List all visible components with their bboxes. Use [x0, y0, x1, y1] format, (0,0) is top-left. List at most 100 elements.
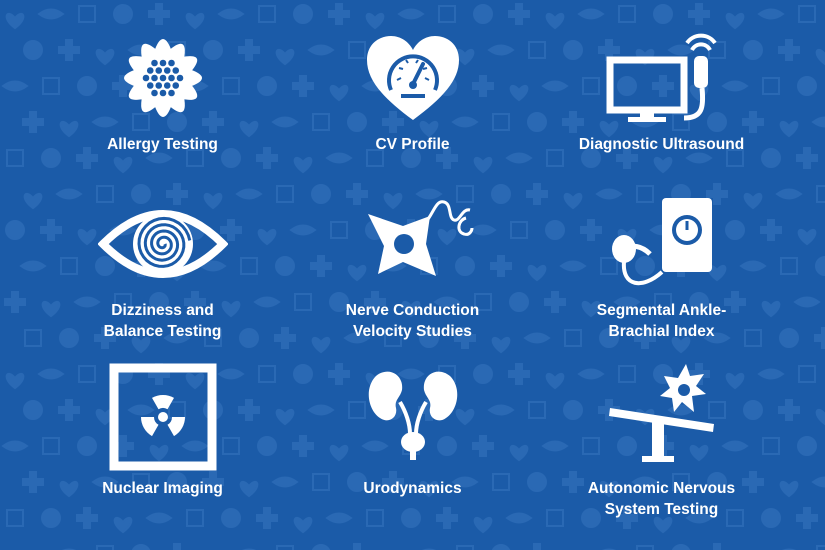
pattern-icon	[456, 185, 474, 203]
pattern-icon	[186, 509, 204, 527]
pattern-icon	[202, 471, 224, 493]
pattern-icon	[582, 77, 600, 95]
pattern-icon	[382, 111, 404, 133]
pattern-icon	[454, 256, 476, 276]
pattern-icon	[271, 476, 299, 488]
pattern-icon	[631, 476, 659, 488]
pollen-flower-icon	[123, 39, 202, 117]
pattern-icon	[258, 5, 276, 23]
pattern-icon	[636, 185, 654, 203]
pattern-icon	[289, 224, 317, 236]
pattern-icon	[472, 364, 494, 384]
pattern-icon	[541, 440, 569, 452]
pattern-icon	[811, 116, 825, 128]
pattern-icon	[762, 437, 780, 455]
pattern-icon	[545, 12, 565, 30]
pattern-icon	[743, 192, 763, 210]
pattern-icon	[508, 3, 530, 25]
pattern-icon	[113, 516, 133, 534]
pattern-icon	[562, 40, 584, 60]
pattern-icon	[761, 300, 781, 318]
pattern-icon	[726, 509, 744, 527]
pattern-icon	[148, 292, 170, 312]
pattern-icon	[433, 296, 461, 308]
pattern-icon	[472, 75, 494, 97]
pattern-icon	[186, 149, 204, 167]
pattern-icon	[1, 80, 29, 92]
pattern-icon	[55, 188, 83, 200]
pattern-icon	[816, 185, 825, 203]
pattern-icon	[293, 516, 313, 534]
pattern-icon	[724, 220, 746, 240]
pattern-icon	[798, 5, 816, 23]
pattern-icon	[40, 148, 62, 168]
pattern-icon	[491, 544, 511, 550]
pattern-icon	[325, 512, 353, 524]
pattern-icon	[19, 260, 47, 272]
pattern-icon	[725, 12, 745, 30]
pattern-icon	[131, 544, 151, 550]
pattern-icon	[653, 156, 673, 174]
pattern-icon	[59, 480, 79, 498]
pattern-icon	[329, 444, 349, 462]
pattern-icon	[487, 404, 515, 416]
pattern-icon	[24, 329, 42, 347]
pattern-icon	[581, 300, 601, 318]
pattern-icon	[779, 480, 799, 498]
pattern-icon	[42, 437, 60, 455]
pattern-icon	[613, 296, 641, 308]
pattern-icon	[796, 147, 818, 169]
pattern-icon	[706, 112, 728, 132]
pattern-icon	[455, 48, 475, 66]
pattern-icon	[328, 292, 350, 312]
pattern-icon	[559, 260, 587, 272]
pattern-icon	[114, 293, 132, 311]
pattern-icon	[132, 473, 150, 491]
pattern-icon	[239, 120, 259, 138]
pattern-icon	[739, 260, 767, 272]
pattern-icon	[238, 399, 260, 421]
pattern-icon	[599, 120, 619, 138]
pattern-icon	[59, 120, 79, 138]
tilt-table-neuron-icon	[608, 364, 714, 462]
pattern-icon	[616, 76, 638, 96]
pattern-icon	[796, 436, 818, 456]
pattern-icon	[40, 219, 62, 241]
pattern-icon	[220, 148, 242, 168]
pattern-icon	[256, 147, 278, 169]
pattern-icon	[724, 291, 746, 313]
pattern-icon	[293, 156, 313, 174]
pattern-icon	[793, 296, 821, 308]
pattern-icon	[636, 545, 654, 550]
pattern-icon	[4, 291, 26, 313]
pattern-icon	[706, 183, 728, 205]
pattern-icon	[235, 188, 263, 200]
spiral-eye-icon	[97, 210, 228, 278]
pattern-icon	[240, 257, 258, 275]
pattern-icon	[546, 149, 564, 167]
pattern-icon	[365, 12, 385, 30]
service-label: Nerve Conduction Velocity Studies	[345, 302, 480, 340]
pattern-icon	[307, 44, 335, 56]
service-allergy-testing: Allergy Testing	[25, 28, 300, 155]
pattern-icon	[509, 444, 529, 462]
pattern-icon	[222, 437, 240, 455]
pattern-icon	[492, 473, 510, 491]
pattern-icon	[77, 228, 97, 246]
pattern-icon	[6, 149, 24, 167]
pattern-icon	[42, 77, 60, 95]
pattern-icon	[112, 4, 134, 24]
pattern-icon	[239, 480, 259, 498]
pattern-icon	[492, 113, 510, 131]
pattern-icon	[595, 188, 623, 200]
pattern-icon	[271, 116, 299, 128]
pattern-icon	[5, 372, 25, 390]
pattern-icon	[757, 8, 785, 20]
pattern-icon	[474, 293, 492, 311]
pattern-icon	[184, 291, 206, 313]
pattern-icon	[796, 76, 818, 96]
pattern-icon	[5, 12, 25, 30]
pattern-icon	[91, 116, 119, 128]
pattern-icon	[274, 327, 296, 349]
